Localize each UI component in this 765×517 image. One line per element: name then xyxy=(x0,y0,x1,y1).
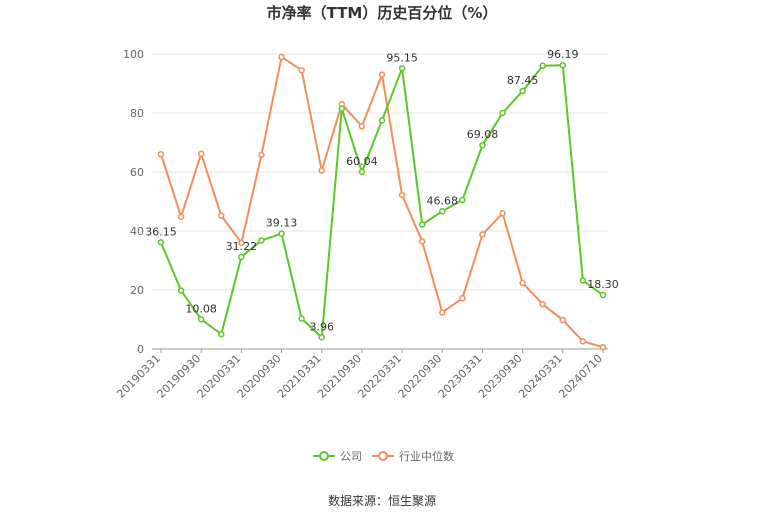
data-point[interactable] xyxy=(218,212,225,219)
data-point[interactable] xyxy=(398,65,406,72)
data-label: 36.15 xyxy=(145,225,177,238)
data-point[interactable] xyxy=(358,168,366,176)
data-point[interactable] xyxy=(559,61,567,69)
data-point[interactable] xyxy=(439,309,446,316)
data-label: 87.45 xyxy=(507,74,539,87)
data-point[interactable] xyxy=(278,230,285,237)
data-point[interactable] xyxy=(599,291,607,299)
data-point[interactable] xyxy=(177,287,185,294)
data-label: 18.30 xyxy=(587,278,619,291)
data-point[interactable] xyxy=(258,151,265,159)
data-point[interactable] xyxy=(318,334,325,341)
data-point[interactable] xyxy=(539,300,546,308)
data-point[interactable] xyxy=(278,53,285,61)
data-label: 95.15 xyxy=(386,51,418,64)
y-tick-label: 80 xyxy=(130,107,144,120)
data-point[interactable] xyxy=(338,105,346,112)
data-point[interactable] xyxy=(539,62,546,70)
y-tick-label: 100 xyxy=(123,48,144,61)
data-point[interactable] xyxy=(218,331,225,338)
data-point[interactable] xyxy=(258,237,265,244)
data-label: 46.68 xyxy=(427,194,459,207)
data-label: 96.19 xyxy=(547,48,579,61)
y-tick-label: 60 xyxy=(130,166,144,179)
legend-item-company[interactable]: 公司 xyxy=(313,450,362,463)
data-point[interactable] xyxy=(238,253,245,261)
data-point[interactable] xyxy=(459,295,466,302)
data-point[interactable] xyxy=(418,238,426,245)
data-labels: 36.15 10.08 31.22 39.13 3.96 60.04 95.15 46.68 6… xyxy=(145,48,619,333)
data-point[interactable] xyxy=(378,71,386,78)
source-note: 数据来源：恒生聚源 xyxy=(328,493,436,508)
data-label: 10.08 xyxy=(185,302,217,315)
y-axis-ticks: 0 20 40 60 80 100 xyxy=(123,48,144,356)
data-point[interactable] xyxy=(157,151,165,158)
data-point[interactable] xyxy=(519,279,526,287)
data-point[interactable] xyxy=(157,239,165,246)
grid-lines xyxy=(152,53,608,291)
data-point[interactable] xyxy=(459,196,466,204)
x-tick-label: 20240710 xyxy=(556,352,605,401)
data-point[interactable] xyxy=(479,141,486,149)
legend-marker-company xyxy=(319,451,329,461)
legend-label-industry-median: 行业中位数 xyxy=(399,449,454,463)
data-point[interactable] xyxy=(298,315,305,322)
data-point[interactable] xyxy=(358,123,366,130)
data-label: 69.08 xyxy=(467,128,499,141)
data-point[interactable] xyxy=(559,316,567,324)
series-lines xyxy=(157,53,607,351)
legend-item-industry-median[interactable]: 行业中位数 xyxy=(372,449,454,463)
data-point[interactable] xyxy=(298,66,305,74)
data-point[interactable] xyxy=(238,239,245,247)
chart-title: 市净率（TTM）历史百分位（%） xyxy=(267,4,498,22)
data-label: 3.96 xyxy=(309,320,334,333)
data-point[interactable] xyxy=(439,208,446,215)
data-point[interactable] xyxy=(177,213,185,221)
legend-label-company: 公司 xyxy=(340,450,362,463)
data-label: 60.04 xyxy=(346,155,378,168)
x-axis-ticks: 2019033120190930202003312020093020210331… xyxy=(114,349,605,401)
data-point[interactable] xyxy=(318,167,325,174)
data-point[interactable] xyxy=(378,117,386,124)
data-point[interactable] xyxy=(579,277,587,284)
data-point[interactable] xyxy=(599,343,607,351)
data-point[interactable] xyxy=(418,221,426,228)
series-line xyxy=(160,55,604,349)
y-tick-label: 20 xyxy=(130,284,144,297)
legend-marker-industry-median xyxy=(378,451,388,461)
data-point[interactable] xyxy=(479,231,486,238)
data-point[interactable] xyxy=(499,109,506,117)
data-point[interactable] xyxy=(499,210,506,217)
series-company xyxy=(157,61,607,341)
y-tick-label: 40 xyxy=(130,225,144,238)
legend: 公司 行业中位数 xyxy=(313,449,454,463)
data-label: 31.22 xyxy=(226,240,258,253)
series-industry-median xyxy=(157,53,607,351)
data-point[interactable] xyxy=(197,150,205,157)
data-point[interactable] xyxy=(579,338,587,345)
data-point[interactable] xyxy=(398,191,406,199)
y-tick-label: 0 xyxy=(137,343,144,356)
data-label: 39.13 xyxy=(266,217,298,230)
data-point[interactable] xyxy=(519,87,526,95)
data-point[interactable] xyxy=(197,316,205,323)
